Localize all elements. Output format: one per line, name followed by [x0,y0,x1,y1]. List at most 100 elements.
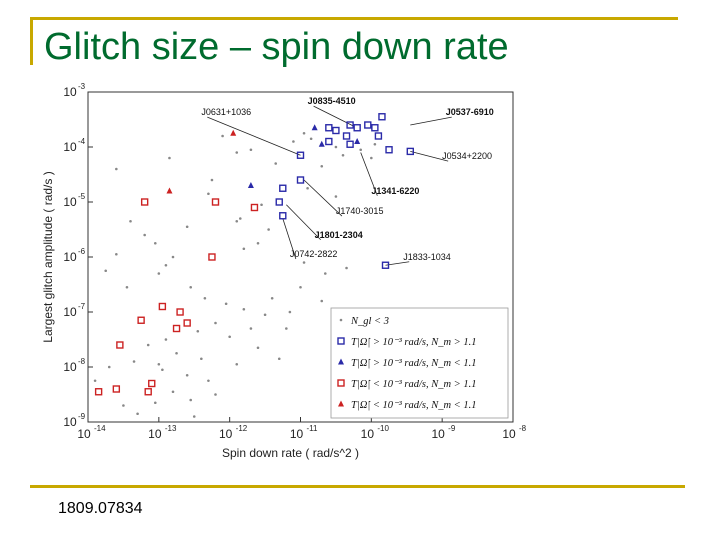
data-point-dot [157,362,161,366]
data-point-dot [171,390,175,394]
data-point-dot [370,156,373,160]
y-tick-label: 10 [63,195,77,209]
y-tick-exponent: -3 [78,82,86,91]
data-point-dot [306,186,309,190]
data-point-blue-square [275,198,283,206]
data-point-blue-square [346,140,354,148]
data-point-blue-triangle [247,182,254,188]
x-tick-label: 10 [431,427,445,441]
legend-marker-dot [339,318,343,322]
data-point-dot [214,393,217,396]
data-point-dot [207,379,210,383]
data-point-dot [189,398,193,402]
data-point-dot [129,219,132,223]
y-tick-exponent: -8 [78,357,86,366]
x-tick-exponent: -10 [377,424,389,433]
data-point-blue-square [378,113,386,121]
data-point-dot [143,233,146,237]
pulsar-annotation-label: J1740-3015 [336,206,384,216]
data-point-dot [256,241,260,245]
frame-top-rule [30,17,678,20]
data-point-dot [334,145,338,149]
y-tick-exponent: -7 [78,302,86,311]
data-point-blue-square [346,121,354,129]
data-point-dot [153,241,157,245]
data-point-red-square [176,308,184,316]
data-point-dot [288,310,292,314]
data-point-dot [263,313,267,317]
data-point-dot [323,272,327,275]
x-tick-exponent: -13 [165,424,177,433]
data-point-dot [235,362,239,366]
glitch-scatter-chart: 10 -14 10 -13 10 -12 10 -11 10 -10 10 -9 10 -810 -310-… [41,82,527,460]
slide-title: Glitch size – spin down rate [44,26,509,68]
data-point-blue-square [279,184,287,192]
data-point-red-square [158,302,167,311]
data-point-dot [168,156,171,160]
annotation-leader [360,152,378,196]
data-point-dot [192,415,196,418]
data-point-dot [200,357,203,361]
data-point-dot [125,285,129,289]
y-tick-exponent: -9 [78,412,86,421]
chart-legend: N_gl < 3 T|Ω̇| > 10⁻³ rad/s, N_m > 1.1 T|Ω… [330,307,509,419]
data-point-dot [260,203,263,207]
data-point-dot [373,142,377,146]
data-point-blue-square [406,147,414,156]
y-tick-exponent: -4 [78,137,86,146]
data-point-dot [171,255,175,259]
data-point-dot [249,327,253,330]
data-point-red-square [94,388,103,396]
frame-left-rule [30,17,33,65]
data-point-blue-triangle [318,140,325,147]
data-point-dot [161,368,164,372]
data-point-red-square [172,324,181,333]
data-point-blue-square [296,151,305,159]
legend-marker-blue-square [337,337,345,345]
data-point-dot [175,351,178,355]
pulsar-annotation-label: J0537-6910 [446,107,494,117]
data-point-blue-square [325,137,333,146]
data-point-dot [157,272,161,275]
data-point-dot [359,148,363,152]
y-tick-label: 10 [63,85,77,99]
annotation-leader [303,179,343,217]
x-tick-label: 10 [361,427,375,441]
data-point-red-square [140,198,149,206]
pulsar-annotation-label: J0631+1036 [201,107,251,117]
data-point-red-triangle [166,187,173,194]
data-point-blue-square [353,124,361,132]
data-point-dot [267,228,270,231]
annotation-leader [410,116,452,126]
data-point-dot [107,365,111,369]
data-point-blue-square [374,132,383,140]
data-point-dot [242,247,246,251]
data-point-dot [345,266,348,270]
x-tick-exponent: -14 [94,424,106,433]
x-tick-label: 10 [219,427,233,441]
data-point-dot [320,299,324,303]
data-point-blue-square [325,124,333,132]
data-point-dot [224,302,228,306]
pulsar-annotation-label: J0534+2200 [442,151,492,161]
annotation-leader [207,116,301,156]
data-point-dot [136,412,139,416]
y-tick-label: 10 [63,250,77,264]
x-tick-exponent: -9 [448,424,456,433]
annotation-leader [385,261,410,266]
data-point-dot [341,153,345,157]
x-tick-exponent: -11 [307,424,319,433]
data-point-blue-square [371,124,379,132]
data-point-dot [164,263,168,267]
x-tick-label: 10 [502,427,516,441]
data-point-dot [238,217,242,220]
data-point-dot [115,167,118,171]
data-point-dot [115,252,118,256]
pulsar-annotation-label: J1341-6220 [371,186,419,196]
data-point-blue-square [385,146,393,154]
data-point-blue-square [279,212,287,220]
data-point-blue-square [332,126,340,135]
data-point-red-triangle [230,129,237,136]
pulsar-annotation-label: J0742-2822 [290,249,338,259]
data-point-dot [309,137,313,141]
